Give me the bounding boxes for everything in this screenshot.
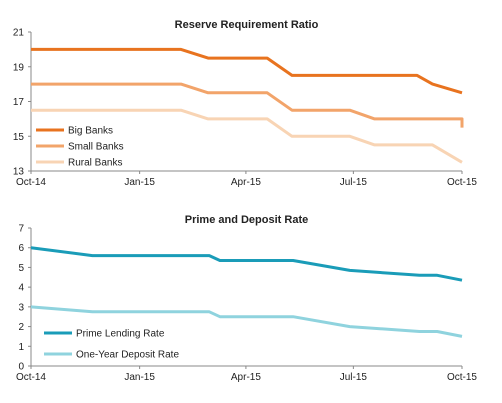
chart-2-title: Prime and Deposit Rate (185, 214, 308, 226)
chart-1-series-line-3 (31, 108, 463, 164)
chart-2-x-tick-label: Oct-14 (16, 372, 46, 383)
chart-1-x-tick-label: Jul-15 (340, 177, 368, 188)
chart-1-y-tick-label: 21 (13, 28, 25, 39)
chart-1-x-tick-label: Oct-15 (447, 177, 477, 188)
chart-2-y-tick-label: 4 (18, 283, 24, 294)
chart-1-legend-label-3: Rural Banks (68, 158, 122, 169)
chart-2-series-line-2 (30, 305, 463, 338)
chart-1-x-tick-label: Jan-15 (124, 177, 155, 188)
chart-1-y-tick-label: 15 (13, 132, 25, 143)
chart-2-y-tick-label: 1 (18, 342, 24, 353)
chart-2-y-tick-label: 2 (18, 322, 24, 333)
chart-1-series-line-2 (31, 82, 464, 128)
chart-1-series-line-1 (31, 47, 463, 95)
chart-2-y-tick-label: 0 (18, 362, 24, 373)
chart-2-series-line-1 (30, 246, 463, 282)
chart-2-y-tick-label: 7 (18, 224, 24, 235)
chart-2-x-tick-label: Jan-15 (124, 372, 155, 383)
chart-2-x-tick-label: Jul-15 (340, 372, 368, 383)
chart-1-y-tick-label: 13 (13, 167, 25, 178)
chart-1-x-tick-label: Oct-14 (16, 177, 46, 188)
chart-1-legend-label-2: Small Banks (68, 142, 124, 153)
chart-2-y-tick-label: 3 (18, 302, 24, 313)
chart-2-legend-label-1: Prime Lending Rate (76, 329, 165, 340)
chart-2-x-tick-label: Oct-15 (447, 372, 477, 383)
chart-2-legend-label-2: One-Year Deposit Rate (76, 350, 179, 361)
chart-1-y-tick-label: 19 (13, 62, 25, 73)
chart-1-legend-label-1: Big Banks (68, 126, 113, 137)
chart-2-x-tick-label: Apr-15 (231, 372, 261, 383)
chart-1-x-tick-label: Apr-15 (231, 177, 261, 188)
chart-1-title: Reserve Requirement Ratio (175, 19, 319, 31)
chart-2-y-tick-label: 6 (18, 243, 24, 254)
chart-2-y-tick-label: 5 (18, 263, 24, 274)
chart-1-y-tick-label: 17 (13, 97, 25, 108)
